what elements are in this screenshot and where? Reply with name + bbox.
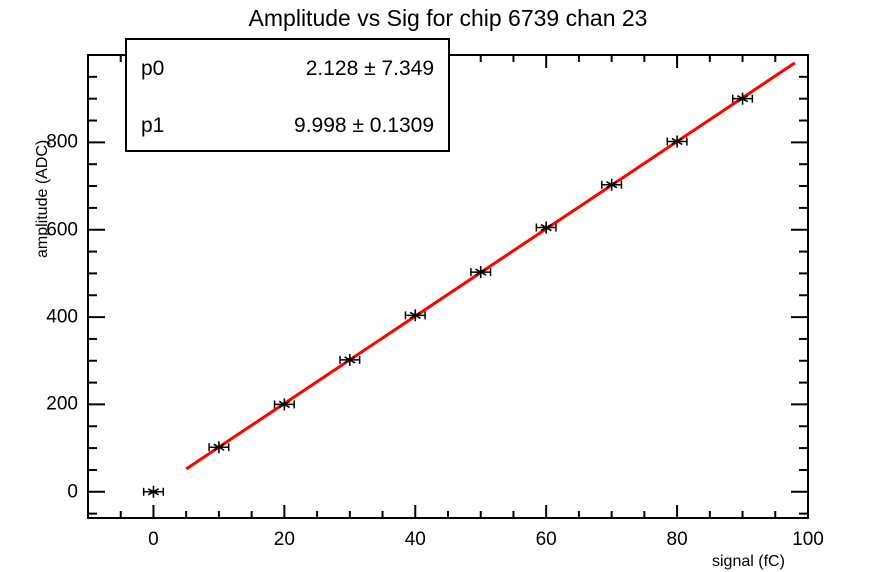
data-point — [666, 135, 688, 148]
y-axis-tick-label: 400 — [46, 306, 78, 328]
x-axis-title: signal (fC) — [712, 553, 785, 570]
x-axis-tick-label: 60 — [535, 529, 557, 550]
fit-param-name: p1 — [141, 113, 165, 137]
y-axis-tick-label: 200 — [46, 393, 78, 415]
y-axis-major-ticks — [88, 141, 808, 493]
fit-parameter-box: p0 2.128 ± 7.349 p1 9.998 ± 0.1309 — [125, 38, 450, 152]
y-axis-tick-label: 600 — [46, 219, 78, 241]
data-point — [142, 485, 165, 498]
x-axis-tick-label: 40 — [404, 529, 426, 550]
fit-param-name: p0 — [141, 56, 165, 80]
data-point — [404, 309, 426, 322]
page-title: Amplitude vs Sig for chip 6739 chan 23 — [248, 5, 648, 31]
data-point — [470, 266, 492, 279]
data-point — [535, 221, 557, 234]
fit-row: p0 2.128 ± 7.349 — [127, 40, 448, 97]
fit-line — [185, 61, 796, 471]
fit-param-value: 9.998 ± 0.1309 — [294, 113, 434, 137]
y-axis-title: amplitude (ADC) — [34, 139, 51, 258]
x-axis-tick-label: 0 — [148, 529, 159, 550]
x-axis-tick-label: 100 — [792, 529, 824, 550]
data-point — [339, 353, 361, 366]
x-axis-tick-label: 80 — [666, 529, 688, 550]
data-point — [731, 92, 754, 105]
x-axis-tick-label: 20 — [273, 529, 295, 550]
x-axis-minor-ticks — [87, 55, 777, 518]
data-point — [601, 178, 623, 191]
fit-param-value: 2.128 ± 7.349 — [305, 56, 434, 80]
y-axis-tick-label: 800 — [46, 131, 78, 153]
y-axis-minor-ticks — [88, 54, 808, 515]
y-axis-tick-label: 0 — [67, 481, 78, 503]
data-point — [273, 398, 295, 411]
data-point — [208, 441, 230, 454]
data-series — [142, 92, 754, 498]
fit-row: p1 9.998 ± 0.1309 — [127, 97, 448, 154]
